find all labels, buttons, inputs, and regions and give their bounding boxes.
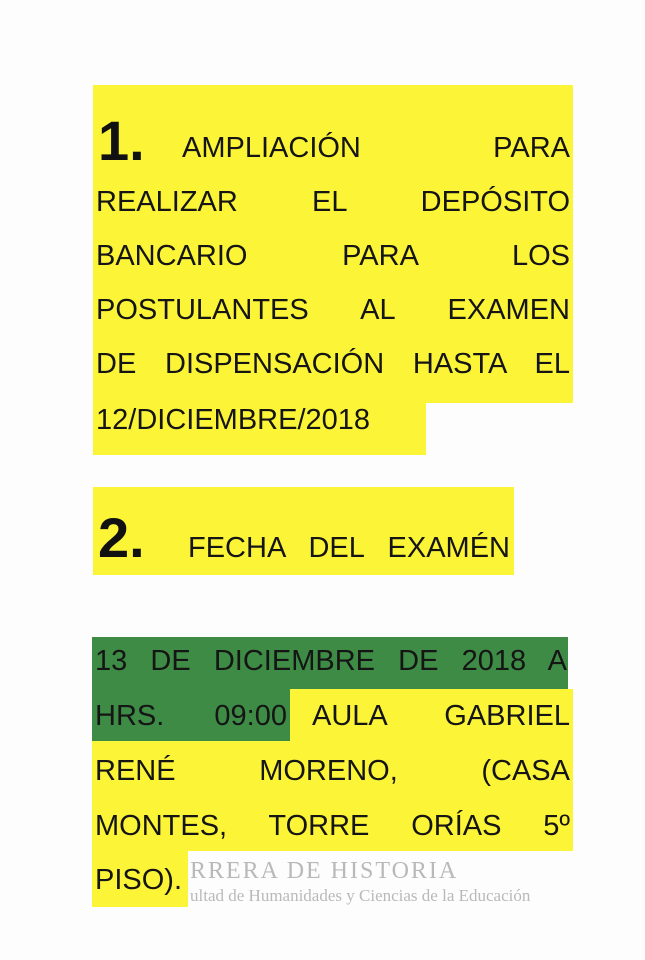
highlight-green	[92, 689, 290, 741]
text-line: POSTULANTES AL EXAMEN	[96, 294, 570, 326]
text-line: MONTES, TORRE ORÍAS 5º	[95, 810, 570, 842]
text-line: FECHA DEL EXAMÉN	[188, 532, 510, 564]
watermark-subtitle: ultad de Humanidades y Ciencias de la Ed…	[190, 886, 531, 905]
text-line: RENÉ MORENO, (CASA	[95, 755, 570, 787]
text-line: 12/DICIEMBRE/2018	[96, 404, 371, 436]
highlight	[93, 85, 573, 403]
highlight	[290, 689, 573, 741]
text-line: HRS. 09:00	[95, 700, 287, 732]
item-number: 1.	[98, 109, 145, 172]
text-line: DE DISPENSACIÓN HASTA EL	[96, 348, 570, 380]
watermark-title: RRERA DE HISTORIA	[190, 858, 459, 884]
highlight-green	[92, 637, 568, 689]
item-number: 2.	[98, 506, 145, 569]
highlight	[92, 741, 573, 851]
highlight	[93, 487, 514, 575]
text-line: AULA GABRIEL	[312, 700, 570, 732]
text-line: AMPLIACIÓN PARA	[182, 132, 570, 164]
text-line: PISO).	[95, 864, 183, 896]
text-line: REALIZAR EL DEPÓSITO	[96, 186, 570, 218]
text-line: BANCARIO PARA LOS	[96, 240, 570, 272]
highlight	[92, 851, 188, 907]
text-line: 13 DE DICIEMBRE DE 2018 A	[95, 645, 567, 677]
highlight	[93, 403, 426, 455]
